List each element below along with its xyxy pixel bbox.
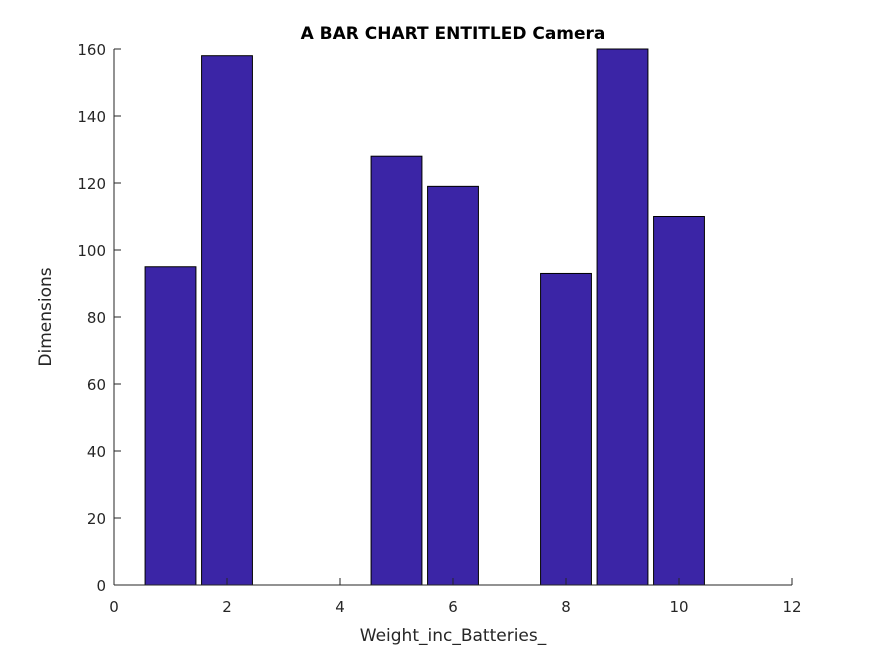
y-tick-label: 0 xyxy=(96,577,106,595)
bar-10 xyxy=(653,216,705,586)
y-axis-label: Dimensions xyxy=(36,267,56,366)
x-tick-label: 8 xyxy=(561,598,571,616)
bar-8 xyxy=(540,272,592,586)
y-ticks-layer: 0 20 40 60 80 100 120 140 160 xyxy=(77,41,121,595)
bar-1 xyxy=(144,266,197,586)
chart-title: A BAR CHART ENTITLED Camera xyxy=(301,24,606,44)
x-tick-label: 12 xyxy=(782,598,801,616)
x-tick-label: 0 xyxy=(109,598,119,616)
y-tick-label: 140 xyxy=(77,108,106,126)
y-tick-label: 20 xyxy=(87,510,106,528)
x-ticks-layer: 0 2 4 6 8 10 12 xyxy=(109,578,802,616)
bar-9 xyxy=(596,48,649,586)
y-tick-label: 160 xyxy=(77,41,106,59)
y-tick-label: 100 xyxy=(77,242,106,260)
bars-layer xyxy=(144,48,705,586)
x-tick-label: 2 xyxy=(222,598,232,616)
y-tick-label: 80 xyxy=(87,309,106,327)
y-tick-label: 120 xyxy=(77,175,106,193)
y-tick-label: 40 xyxy=(87,443,106,461)
x-axis-label: Weight_inc_Batteries_ xyxy=(360,626,547,646)
x-tick-label: 4 xyxy=(335,598,345,616)
y-tick-label: 60 xyxy=(87,376,106,394)
x-tick-label: 10 xyxy=(669,598,688,616)
x-tick-label: 6 xyxy=(448,598,458,616)
bar-2 xyxy=(201,55,253,586)
bar-6 xyxy=(427,185,479,586)
bar-5 xyxy=(370,155,423,586)
